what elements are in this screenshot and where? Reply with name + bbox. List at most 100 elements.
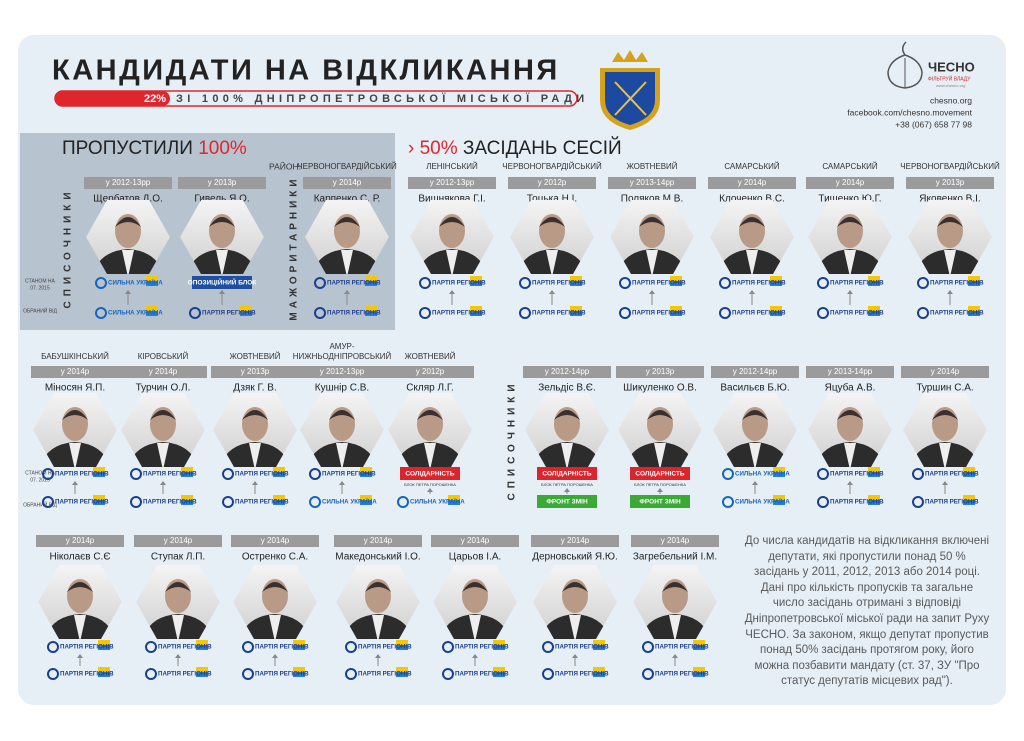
district: БАБУШКІНСЬКИЙ [41, 352, 109, 361]
arrow-head [252, 481, 258, 485]
photo-shirt [669, 615, 681, 639]
party-flag [693, 672, 705, 677]
arrow-head [125, 290, 131, 294]
years: у 2013р [208, 178, 237, 187]
photo [233, 565, 317, 639]
party-icon [619, 277, 631, 289]
party-flag [98, 667, 110, 672]
photo [510, 200, 594, 274]
party-flag [770, 311, 782, 316]
party-flag [360, 467, 372, 472]
party-flag [240, 311, 252, 316]
party-icon [222, 468, 234, 480]
district: АМУР- [329, 342, 354, 351]
years-bar [211, 366, 299, 378]
years-bar [508, 177, 596, 189]
photo [410, 200, 494, 274]
party-name: ПАРТІЯ РЕГІОНІВ [830, 280, 884, 287]
party-icon [917, 307, 929, 319]
photo-shirt [336, 443, 348, 467]
party-sub: БЛОК ПЕТРА ПОРОШЕНКА [541, 482, 593, 487]
elected-label: ОБРАНИЙ ВІД [23, 306, 57, 314]
coat-of-arms [600, 50, 660, 130]
party-name: ПАРТІЯ РЕГІОНІВ [432, 280, 486, 287]
party-flag [770, 281, 782, 286]
years: у 2012-14рр [733, 367, 778, 376]
photo-hair [462, 582, 488, 592]
photo-shirt [372, 615, 384, 639]
years-bar [386, 366, 474, 378]
party-icon [722, 468, 734, 480]
years-bar [901, 366, 989, 378]
person-name: Царьов І.А. [449, 552, 502, 563]
photo-hair [334, 217, 360, 227]
party-icon [619, 307, 631, 319]
as-of-label: СТАНОМ НА [25, 470, 55, 476]
photo-shirt [746, 250, 758, 274]
years-bar [631, 535, 719, 547]
party-name: СИЛЬНА УКРАЇНА [735, 471, 790, 478]
party-logo [630, 495, 690, 508]
party-flag [493, 672, 505, 677]
party-flag [273, 495, 285, 500]
arrow-head [749, 290, 755, 294]
section1-title-text: ПРОПУСТИЛИ [62, 138, 193, 159]
photo [136, 565, 220, 639]
party-flag [868, 467, 880, 472]
party-icon [719, 277, 731, 289]
arrow-head [752, 481, 758, 485]
photo-hair [837, 217, 863, 227]
person-name: Вишнякова Г.І. [418, 194, 485, 205]
party-flag [146, 306, 158, 311]
years: у 2012-13рр [430, 178, 475, 187]
contact: facebook.com/chesno.movement [847, 107, 972, 117]
district: ЖОВТНЕВИЙ [229, 352, 280, 361]
person-name: Яковенко В.І. [919, 194, 980, 205]
person-name: Васильєв Б.Ю. [720, 383, 789, 394]
photo [633, 565, 717, 639]
photo [121, 393, 205, 467]
party-flag [181, 500, 193, 505]
party-flag [396, 667, 408, 672]
district: ЛЕНІНСЬКИЙ [426, 162, 478, 171]
party-name: ПАРТІЯ РЕГІОНІВ [255, 644, 309, 651]
party-flag [146, 276, 158, 281]
party-flag [196, 640, 208, 645]
arrow-head [375, 654, 381, 658]
logo-name: ЧЕСНО [928, 59, 975, 74]
party-flag [493, 667, 505, 672]
photo-shirt [269, 615, 281, 639]
photo-hair [562, 582, 588, 592]
district: КІРОВСЬКИЙ [138, 352, 189, 361]
years: у 2014р [836, 178, 865, 187]
photo-hair [417, 410, 443, 420]
party-flag [365, 281, 377, 286]
years-bar [616, 366, 704, 378]
person-name: Скляр Л.Г. [406, 383, 454, 394]
photo-shirt [749, 443, 761, 467]
party-name: ПАРТІЯ РЕГІОНІВ [655, 671, 709, 678]
photo-shirt [944, 250, 956, 274]
party-flag [968, 281, 980, 286]
section1-title-percent: 100% [198, 138, 247, 159]
arrow-head [564, 488, 570, 492]
party-name: СИЛЬНА УКРАЇНА [322, 499, 377, 506]
years: у 2012р [416, 367, 445, 376]
party-icon [642, 668, 654, 680]
party-logo [192, 276, 252, 289]
party-name: ПАРТІЯ РЕГІОНІВ [202, 310, 256, 317]
person-name: Шикуленко О.В. [623, 383, 697, 394]
photo [808, 200, 892, 274]
party-name: ПАРТІЯ РЕГІОНІВ [830, 471, 884, 478]
party-name: ПАРТІЯ РЕГІОНІВ [830, 310, 884, 317]
party-flag [570, 276, 582, 281]
photo-shirt [654, 443, 666, 467]
party-name: ПАРТІЯ РЕГІОНІВ [432, 310, 486, 317]
party-flag [365, 276, 377, 281]
party-icon [314, 277, 326, 289]
party-name: ПАРТІЯ РЕГІОНІВ [732, 280, 786, 287]
party-sub: БЛОК ПЕТРА ПОРОШЕНКА [634, 482, 686, 487]
party-name: СИЛЬНА УКРАЇНА [108, 280, 163, 287]
arrow-head [672, 654, 678, 658]
